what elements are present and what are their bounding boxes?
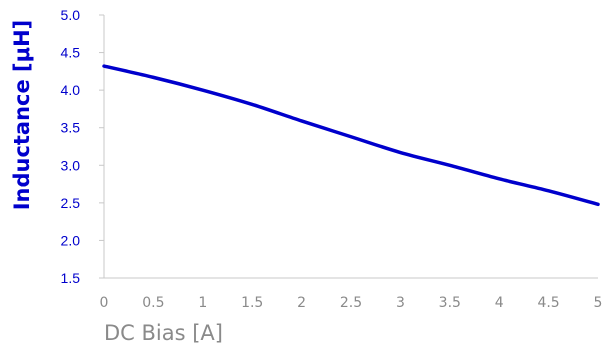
x-tick-label: 2.5	[340, 295, 362, 311]
y-tick-label: 3.0	[61, 157, 81, 173]
x-tick-label: 1	[198, 295, 207, 311]
x-tick-labels: 0 0.5 1 1.5 2 2.5 3 3.5 4 4.5 5	[100, 295, 603, 311]
x-tick-label: 4	[495, 295, 504, 311]
x-axis-label: DC Bias [A]	[104, 321, 223, 345]
x-tick-label: 0.5	[142, 295, 164, 311]
y-tick-label: 4.0	[61, 82, 81, 98]
x-tick-label: 2	[297, 295, 306, 311]
y-axis-label: Inductance [μH]	[10, 20, 34, 211]
y-tick-labels: 1.5 2.0 2.5 3.0 3.5 4.0 4.5 5.0	[61, 7, 104, 286]
y-tick-label: 3.5	[61, 120, 81, 136]
y-tick-label: 5.0	[61, 7, 81, 23]
x-tick-label: 5	[594, 295, 603, 311]
y-tick-label: 4.5	[61, 45, 81, 61]
x-tick-label: 0	[100, 295, 109, 311]
x-tick-label: 1.5	[241, 295, 263, 311]
y-tick-label: 2.0	[61, 232, 81, 248]
series-group	[102, 64, 600, 207]
y-tick-label: 1.5	[61, 270, 81, 286]
x-tick-label: 3.5	[439, 295, 461, 311]
inductance-series-line	[102, 64, 600, 207]
x-tick-label: 4.5	[537, 295, 559, 311]
x-tick-label: 3	[396, 295, 405, 311]
y-tick-label: 2.5	[61, 195, 81, 211]
